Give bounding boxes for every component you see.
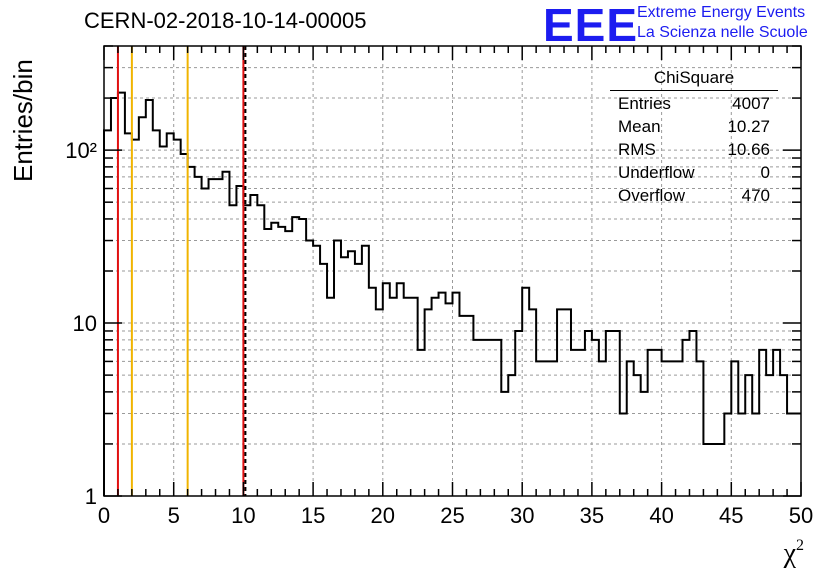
stats-label: Overflow — [618, 186, 686, 205]
logo-line-2: La Scienza nelle Scuole — [637, 24, 808, 41]
y-tick-label: 10² — [65, 138, 97, 163]
x-tick-label: 15 — [301, 503, 325, 528]
eee-logo: EEE — [543, 0, 639, 51]
stats-label: Mean — [618, 117, 661, 136]
stats-box: ChiSquare Entries 4007 Mean 10.27 RMS 10.66… — [610, 68, 778, 209]
y-axis-label: Entries/bin — [8, 59, 38, 182]
stats-value: 4007 — [732, 94, 770, 113]
x-tick-label: 10 — [231, 503, 255, 528]
stats-value: 10.27 — [727, 117, 770, 136]
x-tick-label: 50 — [789, 503, 813, 528]
stats-row: Underflow 0 — [610, 163, 778, 186]
stats-row: Overflow 470 — [610, 186, 778, 209]
stats-label: Entries — [618, 94, 671, 113]
stats-label: RMS — [618, 140, 656, 159]
x-tick-label: 25 — [440, 503, 464, 528]
x-tick-label: 30 — [510, 503, 534, 528]
stats-value: 470 — [741, 186, 770, 205]
logo-line-1: Extreme Energy Events — [637, 4, 806, 21]
x-tick-label: 20 — [371, 503, 395, 528]
stats-label: Underflow — [618, 163, 695, 182]
stats-value: 10.66 — [727, 140, 770, 159]
x-tick-label: 0 — [98, 503, 110, 528]
stats-row: Entries 4007 — [610, 94, 778, 117]
y-tick-label: 10 — [73, 311, 97, 336]
stats-title: ChiSquare — [610, 68, 778, 91]
x-tick-label: 5 — [168, 503, 180, 528]
x-tick-label: 40 — [649, 503, 673, 528]
x-axis-label: χ2 — [783, 537, 804, 569]
y-tick-label: 1 — [85, 484, 97, 509]
stats-value: 0 — [760, 163, 770, 182]
x-tick-label: 45 — [719, 503, 743, 528]
x-tick-label: 35 — [580, 503, 604, 528]
histogram-series — [103, 91, 801, 496]
stats-row: Mean 10.27 — [610, 117, 778, 140]
stats-row: RMS 10.66 — [610, 140, 778, 163]
plot-title: CERN-02-2018-10-14-00005 — [84, 8, 367, 33]
